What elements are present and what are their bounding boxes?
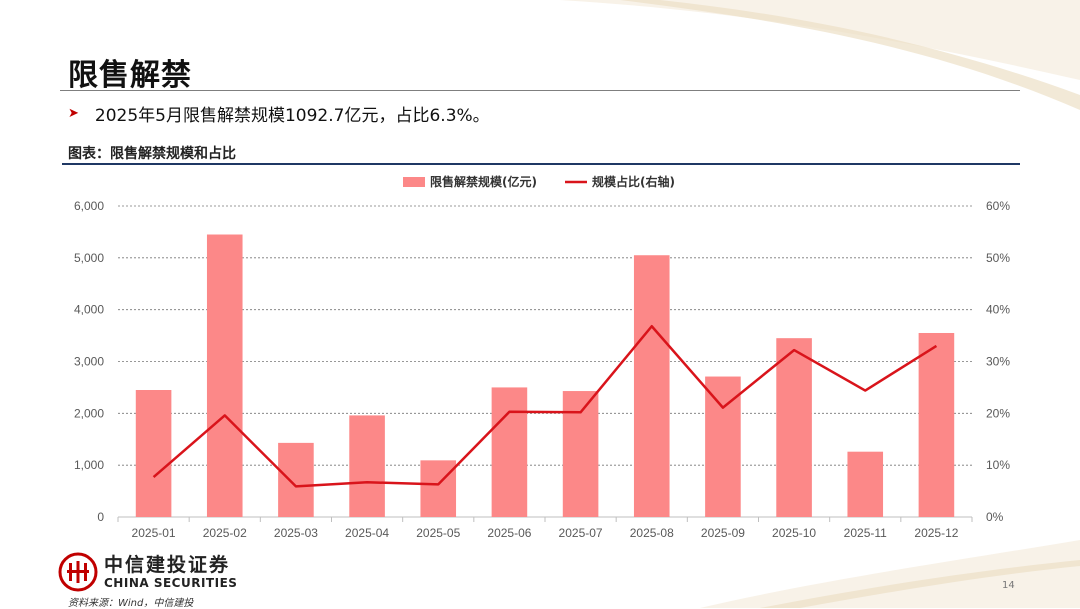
- logo-english-name: CHINA SECURITIES: [104, 576, 238, 590]
- y-right-tick-label: 0%: [986, 510, 1004, 524]
- x-tick-label: 2025-09: [701, 526, 745, 540]
- y-right-tick-label: 10%: [986, 458, 1010, 472]
- citic-logo-icon: [58, 552, 98, 592]
- legend-bar-swatch: [403, 177, 425, 187]
- combo-chart: 0 1,000 2,000 3,000 4,000 5,000 6,000 0% 10% 20% 3…: [74, 174, 1010, 540]
- caption-divider: [62, 163, 1020, 165]
- bar: [491, 387, 528, 517]
- bar: [705, 376, 741, 517]
- x-tick-label: 2025-11: [844, 526, 887, 540]
- data-source: 资料来源：Wind，中信建投: [68, 598, 194, 609]
- x-tick-label: 2025-03: [274, 526, 318, 540]
- page-number: 14: [1002, 580, 1015, 591]
- title-divider: [60, 90, 1020, 91]
- page-title: 限售解禁: [68, 58, 192, 93]
- x-tick-label: 2025-12: [914, 526, 958, 540]
- figure-caption: 图表：限售解禁规模和占比: [68, 146, 236, 162]
- summary-text: 2025年5月限售解禁规模1092.7亿元，占比6.3%。: [94, 106, 490, 126]
- y-right-tick-label: 50%: [986, 251, 1010, 265]
- x-tick-label: 2025-05: [416, 526, 460, 540]
- x-tick-label: 2025-06: [487, 526, 531, 540]
- bar: [206, 234, 243, 517]
- logo-chinese-name: 中信建投证券: [104, 554, 231, 576]
- summary-bullet: ➤ 2025年5月限售解禁规模1092.7亿元，占比6.3%。: [68, 101, 490, 126]
- y-left-tick-label: 4,000: [74, 303, 104, 317]
- x-tick-label: 2025-07: [559, 526, 603, 540]
- x-tick-label: 2025-08: [630, 526, 674, 540]
- bar: [278, 442, 314, 517]
- bar: [776, 338, 812, 517]
- x-tick-label: 2025-02: [203, 526, 247, 540]
- bar: [633, 255, 670, 517]
- x-tick-label: 2025-10: [772, 526, 816, 540]
- bar: [918, 332, 955, 517]
- legend-bar-label: 限售解禁规模(亿元): [430, 174, 537, 189]
- arrow-bullet-icon: ➤: [68, 106, 79, 121]
- bar: [349, 415, 385, 517]
- y-left-tick-label: 1,000: [74, 458, 104, 472]
- y-right-tick-label: 20%: [986, 406, 1010, 420]
- y-left-tick-label: 2,000: [74, 406, 104, 420]
- bar: [135, 390, 172, 517]
- bar: [847, 451, 884, 517]
- y-left-tick-label: 5,000: [74, 251, 104, 265]
- y-left-tick-label: 6,000: [74, 199, 104, 213]
- y-right-tick-label: 60%: [986, 199, 1010, 213]
- company-logo: 中信建投证券 CHINA SECURITIES: [58, 552, 237, 592]
- bar: [420, 460, 457, 517]
- x-tick-label: 2025-01: [132, 526, 176, 540]
- ratio-line: [152, 325, 938, 488]
- y-right-tick-label: 30%: [986, 355, 1010, 369]
- bar: [562, 391, 599, 517]
- y-left-tick-label: 0: [97, 510, 104, 524]
- x-tick-label: 2025-04: [345, 526, 389, 540]
- y-left-tick-label: 3,000: [74, 355, 104, 369]
- legend-line-label: 规模占比(右轴): [592, 174, 675, 189]
- y-right-tick-label: 40%: [986, 303, 1010, 317]
